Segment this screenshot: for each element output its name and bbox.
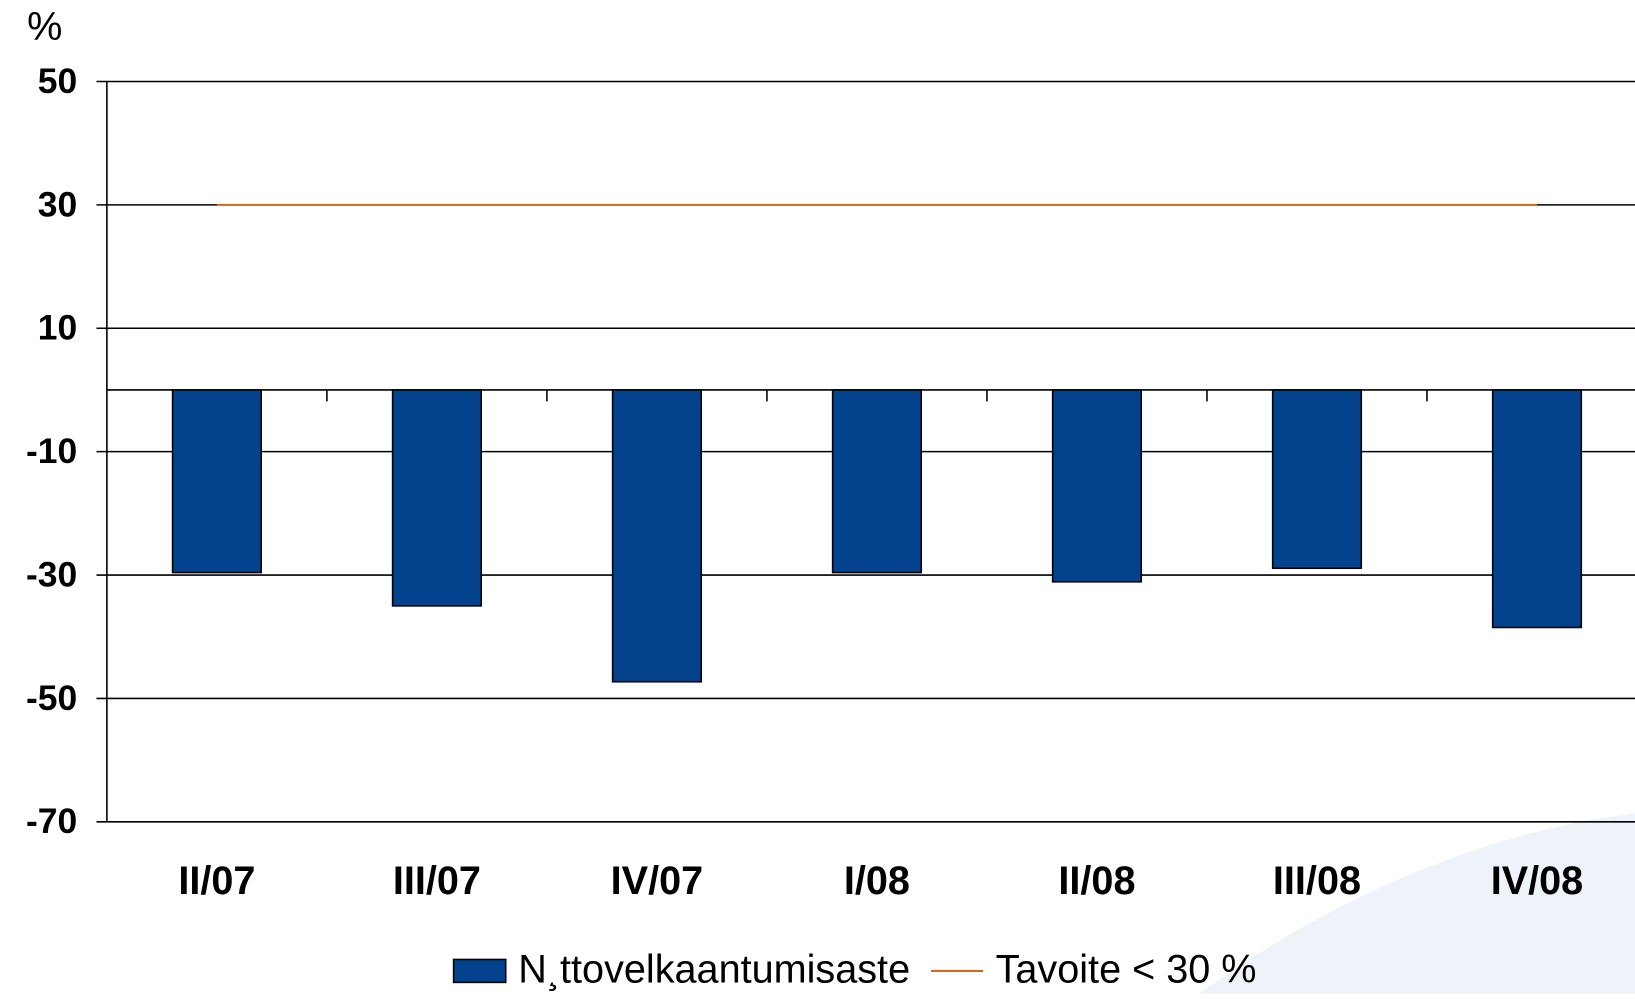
x-tick-label: II/07 [178,859,255,903]
x-tick-label: III/08 [1273,859,1361,903]
legend-label: Tavoite < 30 % [996,947,1257,991]
bar [1271,389,1363,570]
y-tick-label: 10 [38,308,77,348]
x-tick-label: I/08 [844,859,910,903]
y-axis-label: % [27,5,62,49]
legend-swatch [452,958,507,984]
bar [1051,389,1143,583]
bar [831,389,923,574]
y-tick-label: 50 [38,61,77,101]
legend-label: N¸ttovelkaantumisaste [518,947,910,991]
x-tick-label: II/08 [1058,859,1135,903]
x-tick-label: IV/07 [611,859,704,903]
background-swoosh [1199,813,1635,994]
y-tick-label: -70 [26,801,77,841]
x-tick-label: IV/08 [1491,859,1584,903]
bar [171,389,262,574]
y-tick-label: 30 [38,184,77,224]
bar [611,389,703,683]
bar [1491,389,1583,629]
y-tick-label: -30 [26,554,77,594]
y-tick-label: -10 [26,431,77,471]
bar [391,389,483,607]
x-tick-label: III/07 [393,859,481,903]
y-tick-label: -50 [26,678,77,718]
